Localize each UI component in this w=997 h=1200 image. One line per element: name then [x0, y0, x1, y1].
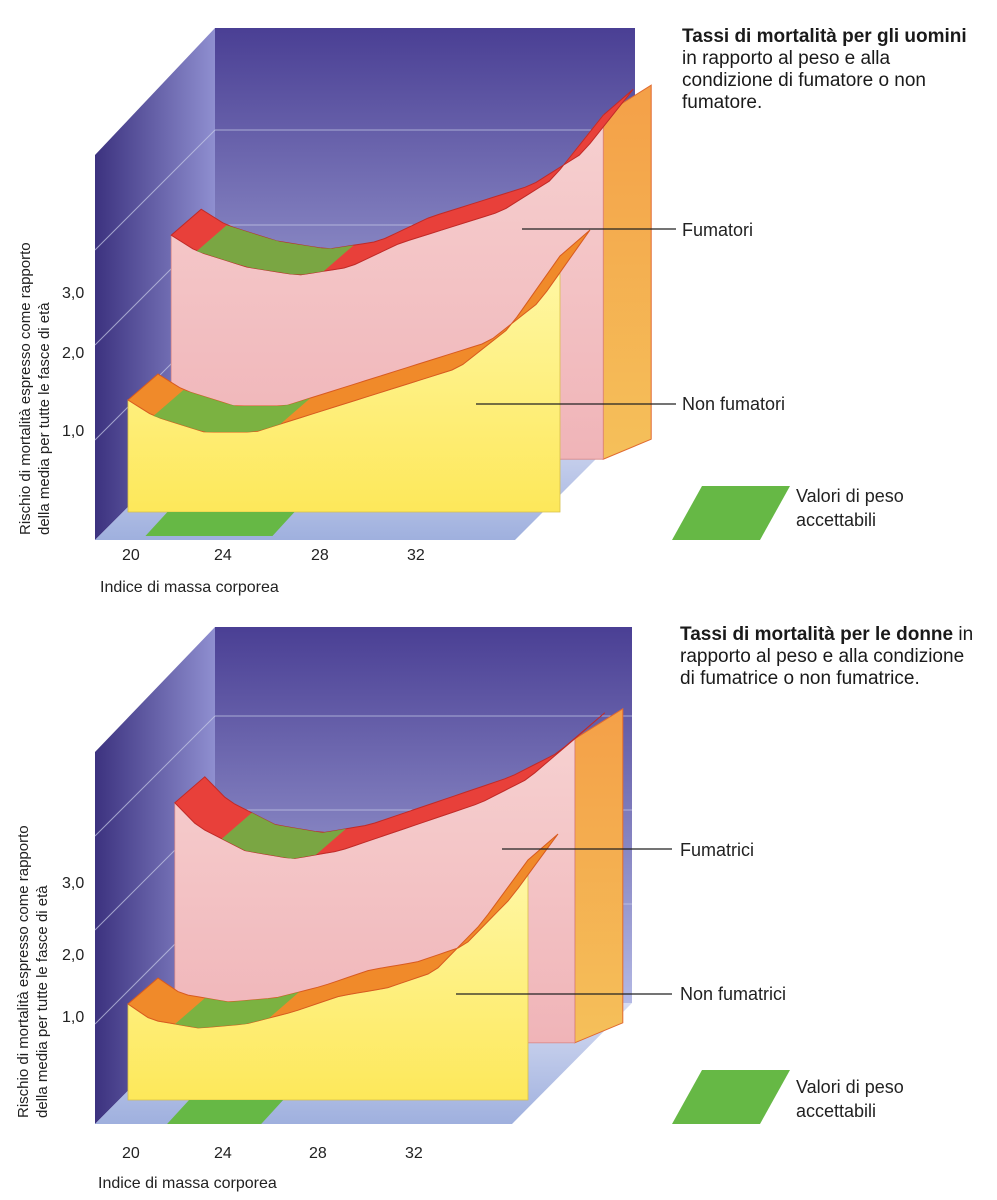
x-tick-label: 28	[309, 1145, 327, 1162]
caption-women-title: Tassi di mortalità per le donne	[680, 624, 954, 645]
callout-label-fumatori: Fumatori	[682, 220, 753, 240]
acceptable-floor-band	[167, 1100, 284, 1124]
fumatrici-acceptable-band	[221, 812, 346, 1043]
legend-swatch	[672, 1070, 790, 1124]
legend-acceptable: Valori di peso accettabili	[672, 1070, 904, 1124]
x-tick-labels: 20 24 28 32	[122, 547, 425, 564]
x-tick-label: 28	[311, 547, 329, 564]
y-tick-label: 3,0	[62, 875, 84, 892]
legend-label-line2: accettabili	[796, 1101, 876, 1121]
caption-men-text: in rapporto al peso e alla condizione di…	[682, 48, 926, 113]
y-tick-label: 2,0	[62, 345, 84, 362]
caption-men-title: Tassi di mortalità per gli uomini	[682, 26, 967, 47]
chart-women-front-series	[127, 833, 559, 1124]
y-tick-labels: 1,0 2,0 3,0	[62, 875, 84, 1026]
callouts: Fumatrici Non fumatrici	[456, 840, 786, 1004]
legend-label-line1: Valori di peso	[796, 1077, 904, 1097]
chart-men-front-series	[127, 229, 591, 536]
caption-women: Tassi di mortalità per le donne in rappo…	[680, 624, 980, 690]
y-axis-title-line2: della media per tutte le fasce di età	[36, 302, 53, 535]
y-tick-label: 3,0	[62, 285, 84, 302]
legend-label-line2: accettabili	[796, 510, 876, 530]
x-tick-label: 24	[214, 1145, 232, 1162]
chart-men: 1,0 2,0 3,0 20 24 28 32 Indice di massa …	[17, 28, 904, 596]
callouts: Fumatori Non fumatori	[476, 220, 785, 414]
callout-label-fumatrici: Fumatrici	[680, 840, 754, 860]
chart-women: 1,0 2,0 3,0 20 24 28 32 Indice di massa …	[15, 627, 904, 1192]
x-tick-label: 24	[214, 547, 232, 564]
x-tick-label: 32	[407, 547, 425, 564]
y-axis-title-line1: Rischio di mortalità espresso come rappo…	[15, 825, 32, 1118]
y-tick-label: 1,0	[62, 423, 84, 440]
y-tick-label: 1,0	[62, 1009, 84, 1026]
callout-label-non-fumatrici: Non fumatrici	[680, 984, 786, 1004]
callout-label-non-fumatori: Non fumatori	[682, 394, 785, 414]
y-axis-title: Rischio di mortalità espresso come rappo…	[17, 242, 53, 535]
upper-curve-edge	[574, 707, 624, 1044]
non-fumatori-acceptable-band	[153, 390, 311, 512]
y-tick-label: 2,0	[62, 947, 84, 964]
legend-label-line1: Valori di peso	[796, 486, 904, 506]
x-tick-label: 20	[122, 1145, 140, 1162]
non-fumatrici-acceptable-band	[175, 992, 300, 1100]
x-axis-title: Indice di massa corporea	[100, 579, 279, 596]
x-tick-label: 32	[405, 1145, 423, 1162]
upper-curve-edge	[602, 84, 652, 460]
fumatori-acceptable-band	[196, 225, 354, 460]
y-axis-title-line2: della media per tutte le fasce di età	[34, 885, 51, 1118]
legend-acceptable: Valori di peso accettabili	[672, 486, 904, 540]
caption-women-text: in rapporto al peso e alla condizione di…	[680, 624, 974, 689]
x-tick-labels: 20 24 28 32	[122, 1145, 423, 1162]
y-axis-title: Rischio di mortalità espresso come rappo…	[15, 825, 51, 1118]
legend-swatch	[672, 486, 790, 540]
y-axis-title-line1: Rischio di mortalità espresso come rappo…	[17, 242, 34, 535]
caption-men: Tassi di mortalità per gli uomini in rap…	[682, 26, 982, 114]
x-axis-title: Indice di massa corporea	[98, 1175, 277, 1192]
acceptable-floor-band	[145, 512, 295, 536]
y-tick-labels: 1,0 2,0 3,0	[62, 285, 84, 440]
x-tick-label: 20	[122, 547, 140, 564]
